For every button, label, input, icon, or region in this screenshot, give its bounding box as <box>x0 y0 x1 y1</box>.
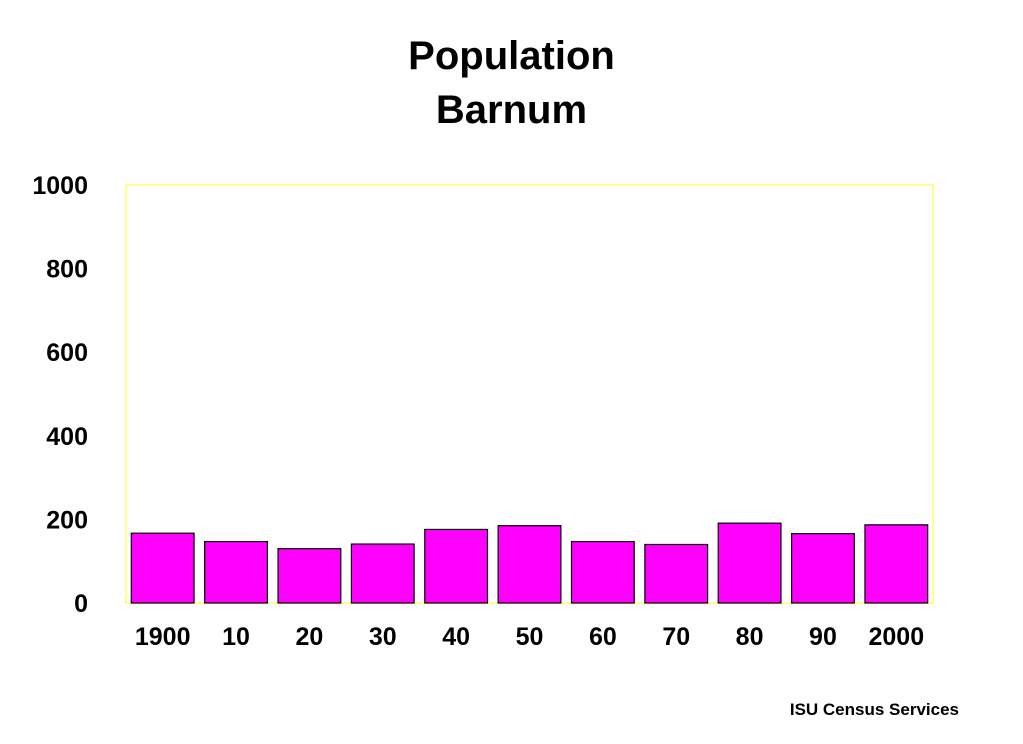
y-tick-label: 600 <box>46 339 88 367</box>
bar <box>424 528 489 604</box>
bar <box>644 543 709 604</box>
bar <box>717 522 782 604</box>
x-tick-label: 70 <box>662 623 690 651</box>
bar <box>204 540 269 604</box>
bar <box>497 525 562 604</box>
x-tick-label: 2000 <box>869 623 925 651</box>
chart-subtitle: Barnum <box>435 88 588 132</box>
bar <box>130 532 195 604</box>
x-tick-label: 20 <box>296 623 324 651</box>
x-tick-label: 50 <box>516 623 544 651</box>
bar <box>277 548 342 604</box>
x-tick-label: 40 <box>442 623 470 651</box>
x-tick-label: 60 <box>589 623 617 651</box>
y-tick-label: 1000 <box>32 172 88 200</box>
y-tick-label: 800 <box>46 256 88 284</box>
x-tick-label: 80 <box>736 623 764 651</box>
bar <box>350 543 415 604</box>
y-tick-label: 200 <box>46 506 88 534</box>
bar <box>864 524 929 604</box>
bar <box>570 540 635 604</box>
x-tick-label: 1900 <box>135 623 191 651</box>
x-tick-label: 90 <box>809 623 837 651</box>
x-tick-label: 10 <box>222 623 250 651</box>
x-tick-label: 30 <box>369 623 397 651</box>
y-tick-label: 400 <box>46 423 88 451</box>
bar <box>790 533 855 604</box>
y-tick-label: 0 <box>74 590 88 618</box>
chart-title: Population <box>408 34 615 78</box>
source-credit: ISU Census Services <box>789 700 959 719</box>
